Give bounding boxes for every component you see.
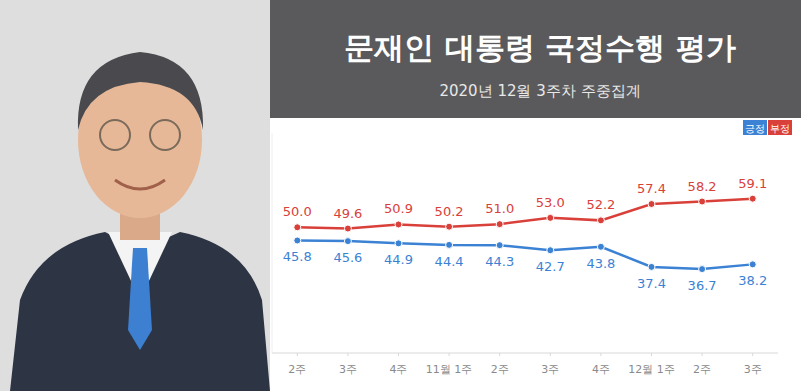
x-tick-label: 12월 1주 xyxy=(628,363,675,376)
series-marker xyxy=(648,201,655,208)
title: 문재인 대통령 국정수행 평가 xyxy=(344,30,735,65)
series-line xyxy=(297,240,752,269)
chart-svg: 문재인 대통령 국정수행 평가 2020년 12월 3주차 주중집계 2주 3주 4주 1… xyxy=(0,0,801,391)
x-tick xyxy=(449,353,450,356)
subtitle: 2020년 12월 3주차 주중집계 xyxy=(439,82,640,100)
legend-label: 긍정 xyxy=(745,123,765,134)
portrait-smile xyxy=(115,180,165,189)
data-label: 42.7 xyxy=(536,259,565,274)
series-marker xyxy=(344,238,351,245)
portrait-glasses xyxy=(150,120,180,150)
data-label: 45.6 xyxy=(333,250,362,265)
legend: 긍정 부정 xyxy=(743,120,792,135)
data-label: 45.8 xyxy=(283,249,312,264)
series-line xyxy=(297,199,752,229)
data-label: 43.8 xyxy=(586,256,615,271)
series-marker xyxy=(446,223,453,230)
data-label: 44.4 xyxy=(435,254,464,269)
x-tick xyxy=(297,353,298,356)
x-tick-label: 3주 xyxy=(744,363,762,376)
data-label: 44.9 xyxy=(384,252,413,267)
x-tick xyxy=(651,353,652,356)
data-label: 37.4 xyxy=(637,276,666,291)
series-marker xyxy=(699,266,706,273)
series-marker xyxy=(597,243,604,250)
data-label: 52.2 xyxy=(586,197,615,212)
series-marker xyxy=(547,247,554,254)
x-tick-label: 2주 xyxy=(693,363,711,376)
x-tick xyxy=(600,353,601,356)
chart-root: 문재인 대통령 국정수행 평가 2020년 12월 3주차 주중집계 2주 3주 4주 1… xyxy=(0,0,801,391)
series-marker xyxy=(446,241,453,248)
series-marker xyxy=(294,237,301,244)
series-marker xyxy=(547,214,554,221)
data-label: 49.6 xyxy=(333,206,362,221)
data-label: 51.0 xyxy=(485,201,514,216)
legend-label: 부정 xyxy=(770,123,790,134)
x-tick-label: 2주 xyxy=(491,363,509,376)
series-marker xyxy=(344,225,351,232)
x-tick xyxy=(347,353,348,356)
data-label: 50.2 xyxy=(435,204,464,219)
series-marker xyxy=(496,242,503,249)
data-label: 50.9 xyxy=(384,201,413,216)
data-label: 36.7 xyxy=(688,278,717,293)
series-marker xyxy=(496,221,503,228)
x-tick xyxy=(752,353,753,356)
portrait xyxy=(0,0,270,391)
x-tick-label: 4주 xyxy=(592,363,610,376)
y-axis-line xyxy=(272,133,273,353)
background xyxy=(0,0,801,391)
data-label: 59.1 xyxy=(738,176,767,191)
data-label: 44.3 xyxy=(485,254,514,269)
series-marker xyxy=(699,198,706,205)
data-labels: 45.8 45.6 44.9 44.4 44.3 42.7 43.8 37.4 36.7 38.2… xyxy=(283,176,767,293)
data-label: 38.2 xyxy=(738,273,767,288)
series-marker xyxy=(395,221,402,228)
series-marker xyxy=(395,240,402,247)
x-tick xyxy=(550,353,551,356)
data-label: 57.4 xyxy=(637,181,666,196)
plot-area xyxy=(294,195,756,272)
series-marker xyxy=(749,195,756,202)
legend-swatch xyxy=(768,120,792,135)
data-label: 53.0 xyxy=(536,195,565,210)
legend-swatch xyxy=(743,120,767,135)
series-marker xyxy=(597,217,604,224)
portrait-hair xyxy=(78,52,203,130)
x-tick-label: 3주 xyxy=(339,363,357,376)
x-tick xyxy=(499,353,500,356)
x-tick xyxy=(702,353,703,356)
series-marker xyxy=(648,263,655,270)
data-label: 58.2 xyxy=(688,179,717,194)
x-tick-label: 3주 xyxy=(541,363,559,376)
series-marker xyxy=(749,261,756,268)
x-tick xyxy=(398,353,399,356)
portrait-tie xyxy=(128,248,152,350)
data-label: 50.0 xyxy=(283,204,312,219)
series-marker xyxy=(294,224,301,231)
portrait-glasses xyxy=(100,120,130,150)
x-tick-label: 4주 xyxy=(390,363,408,376)
x-tick-label: 2주 xyxy=(288,363,306,376)
portrait-bg xyxy=(0,0,270,391)
portrait-suit xyxy=(10,232,270,391)
x-tick-label: 11월 1주 xyxy=(426,363,473,376)
